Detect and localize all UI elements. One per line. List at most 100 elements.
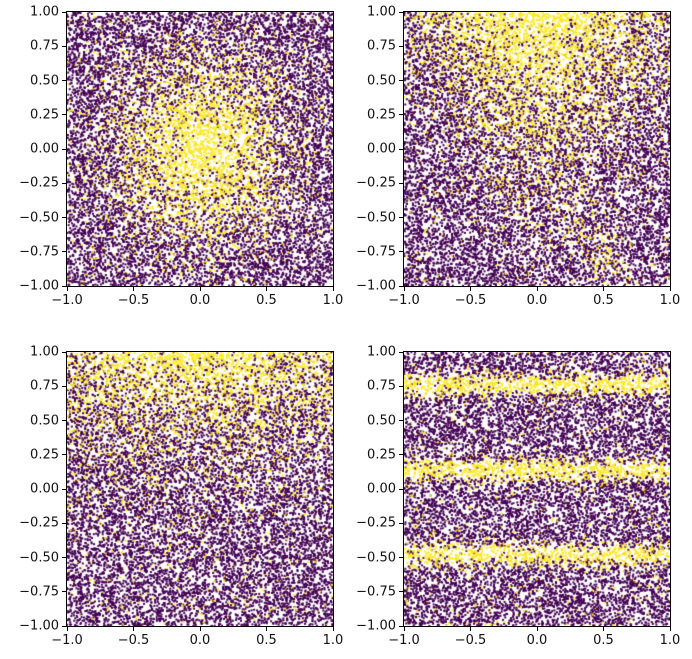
x-tick-mark [332,627,334,631]
y-tick-mark [399,385,403,387]
y-tick-mark [399,454,403,456]
x-tick-mark [669,627,671,631]
y-tick-mark [399,488,403,490]
x-tick-label: 0.0 [526,633,548,648]
x-tick-mark [133,627,134,631]
y-tick-mark [62,557,66,558]
axes-box: 1.00 0.75 0.50 0.25 0.00 −0.25 −0.50 −0.75 −1.00… [356,346,680,648]
y-tick-mark [399,114,403,116]
y-tick-mark [399,285,403,287]
x-tick-mark [536,287,538,291]
y-tick-mark [399,45,403,47]
y-tick-mark [399,217,403,218]
y-tick-label: 1.00 [367,4,396,20]
x-tick-label: 0.5 [593,293,614,308]
x-tick-label: 0.0 [189,633,211,648]
y-tick-mark [62,182,66,184]
x-tick-mark [536,627,538,631]
y-tick-label: 0.50 [367,413,396,428]
x-tick-label: −0.5 [454,293,487,308]
y-tick-label: 1.00 [367,344,396,360]
y-tick-label: −0.25 [19,515,59,531]
y-tick-label: 0.25 [367,107,396,123]
y-tick-mark [62,351,66,353]
y-tick-label: −1.00 [19,278,59,294]
x-tick-mark [403,287,405,291]
y-tick-mark [399,522,403,524]
y-tick-mark [399,591,403,593]
x-tick-label: 0.5 [256,633,277,648]
subplot-bottom-right: 1.00 0.75 0.50 0.25 0.00 −0.25 −0.50 −0.75 −1.00… [346,329,692,659]
y-tick-label: 0.00 [30,141,59,157]
x-tick-label: 1.0 [322,633,344,648]
y-tick-mark [62,488,66,490]
y-tick-label: −0.25 [356,175,396,191]
x-tick-mark [66,627,68,631]
y-tick-mark [62,285,66,287]
y-tick-label: −0.50 [356,210,396,225]
y-tick-label: −0.75 [19,584,59,600]
y-tick-label: −0.25 [19,175,59,191]
y-tick-label: −0.50 [19,550,59,565]
y-tick-mark [399,80,403,81]
y-tick-label: −1.00 [356,278,396,294]
x-tick-mark [470,287,471,291]
y-tick-label: −0.75 [19,244,59,260]
y-tick-mark [62,80,66,81]
x-tick-mark [66,287,68,291]
y-tick-label: −1.00 [19,618,59,634]
x-tick-label: −1.0 [51,633,83,648]
y-tick-mark [62,45,66,47]
y-tick-label: 0.25 [30,447,59,463]
y-tick-mark [399,351,403,353]
y-tick-label: −0.75 [356,244,396,260]
x-tick-mark [199,627,201,631]
y-tick-label: 1.00 [30,4,59,20]
y-tick-mark [399,420,403,421]
x-tick-mark [470,627,471,631]
subplot-top-left: 1.00 0.75 0.50 0.25 0.00 −0.25 −0.50 −0.75 −1.00… [0,0,346,330]
scatter-canvas [67,12,333,286]
y-tick-mark [62,591,66,593]
y-tick-mark [62,625,66,627]
y-tick-label: −0.50 [356,550,396,565]
axes-box: 1.00 0.75 0.50 0.25 0.00 −0.25 −0.50 −0.75 −1.00… [356,6,680,308]
x-tick-mark [403,627,405,631]
y-tick-label: −0.75 [356,584,396,600]
x-tick-label: −0.5 [117,633,150,648]
x-tick-mark [266,627,267,631]
x-tick-label: −1.0 [388,633,420,648]
y-tick-mark [62,251,66,253]
x-tick-label: −1.0 [388,293,420,308]
y-tick-mark [399,11,403,13]
y-tick-mark [62,148,66,150]
x-tick-label: 0.5 [593,633,614,648]
x-tick-mark [133,287,134,291]
y-tick-label: 0.75 [30,378,59,394]
y-tick-label: 0.00 [367,141,396,157]
x-tick-label: −0.5 [117,293,150,308]
x-tick-mark [199,287,201,291]
y-tick-label: 0.00 [367,481,396,497]
y-tick-label: −1.00 [356,618,396,634]
y-tick-mark [399,251,403,253]
y-tick-label: 1.00 [30,344,59,360]
x-tick-label: −1.0 [51,293,83,308]
y-tick-mark [62,420,66,421]
y-tick-label: 0.50 [30,73,59,88]
axes-box: 1.00 0.75 0.50 0.25 0.00 −0.25 −0.50 −0.75 −1.00… [19,346,343,648]
y-tick-label: 0.75 [30,38,59,54]
y-tick-label: 0.50 [367,73,396,88]
x-tick-label: 1.0 [659,633,681,648]
y-tick-label: 0.50 [30,413,59,428]
x-tick-mark [669,287,671,291]
x-tick-label: 0.0 [526,293,548,308]
y-tick-mark [62,522,66,524]
y-tick-mark [62,454,66,456]
x-tick-label: 0.5 [256,293,277,308]
y-tick-mark [62,114,66,116]
scatter-canvas [404,12,670,286]
subplot-top-right: 1.00 0.75 0.50 0.25 0.00 −0.25 −0.50 −0.75 −1.00… [346,0,692,330]
x-tick-label: 0.0 [189,293,211,308]
x-tick-mark [332,287,334,291]
